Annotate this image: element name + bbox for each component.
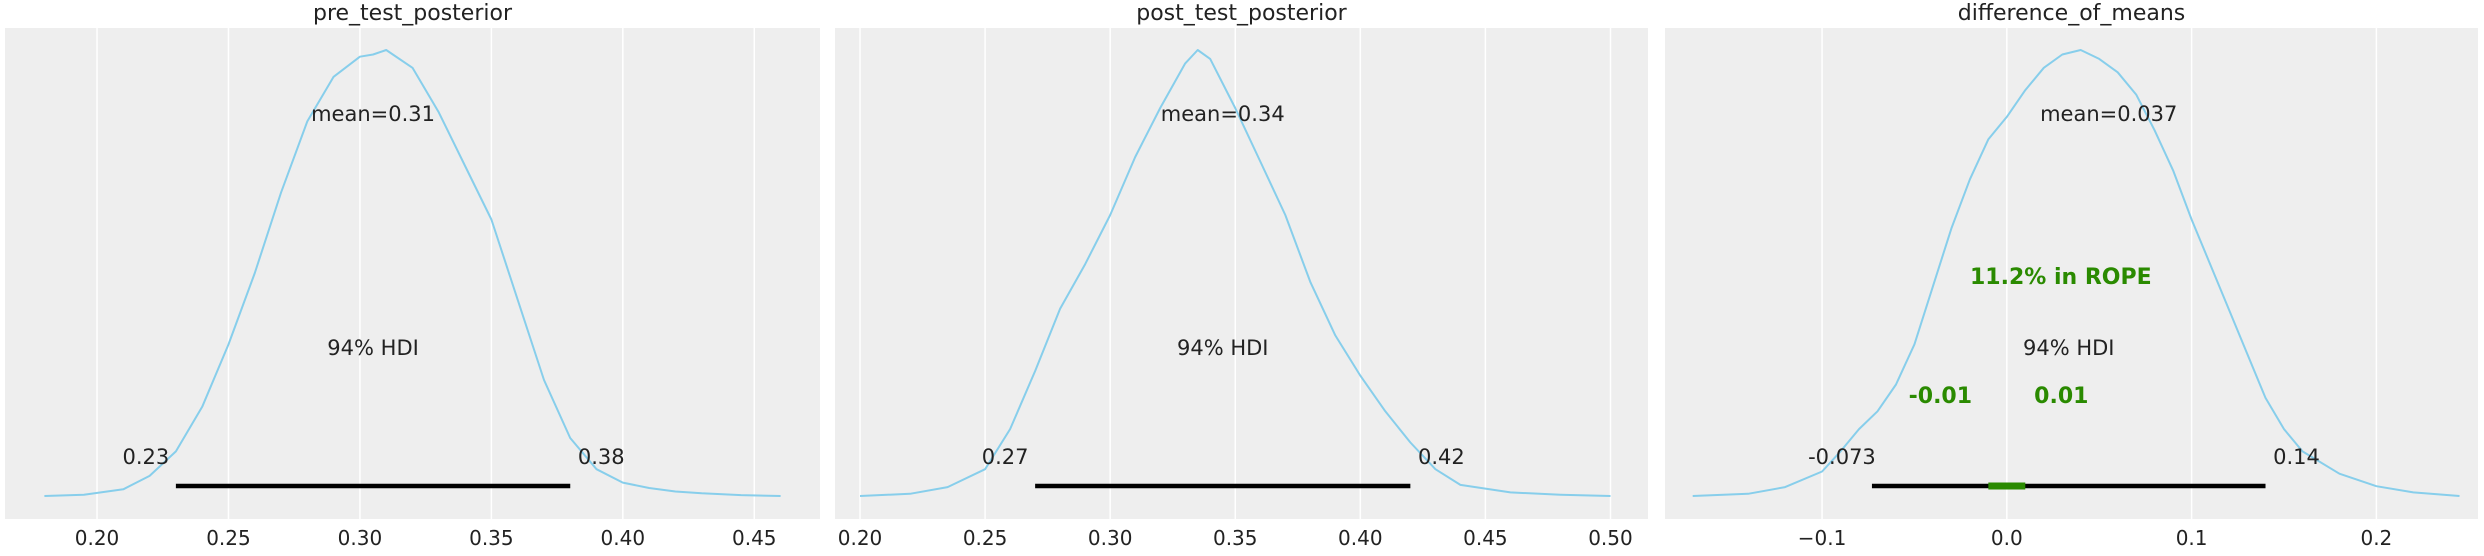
panel-title: post_test_posterior	[1136, 1, 1347, 26]
panel-title: difference_of_means	[1958, 1, 2186, 26]
mean-label: mean=0.31	[311, 102, 435, 126]
plot-area-3	[1665, 28, 2478, 519]
mean-label: mean=0.34	[1161, 102, 1285, 126]
hdi-lower-label: 0.23	[123, 445, 170, 469]
rope-percent-label: 11.2% in ROPE	[1970, 265, 2152, 290]
density-curve	[859, 49, 1611, 497]
x-tick-label: 0.20	[75, 526, 120, 550]
x-tick-label: 0.25	[963, 526, 1008, 550]
x-tick-label: 0.25	[206, 526, 251, 550]
x-tick-label: 0.30	[338, 526, 383, 550]
density-curve	[44, 49, 781, 497]
density-curve	[1692, 49, 2460, 497]
x-tick-label: 0.50	[1588, 526, 1633, 550]
x-tick-label: 0.40	[601, 526, 646, 550]
hdi-lower-label: -0.073	[1808, 445, 1876, 469]
hdi-upper-label: 0.14	[2273, 445, 2320, 469]
x-tick-label: 0.1	[2176, 526, 2208, 550]
hdi-lower-label: 0.27	[982, 445, 1029, 469]
plot-area-1	[5, 28, 820, 519]
x-tick-label: 0.20	[838, 526, 883, 550]
x-tick-label: −0.1	[1798, 526, 1847, 550]
x-tick-label: 0.45	[1463, 526, 1508, 550]
hdi-upper-label: 0.42	[1418, 445, 1465, 469]
x-tick-label: 0.35	[1213, 526, 1258, 550]
x-tick-label: 0.0	[1991, 526, 2023, 550]
plot-area-2	[835, 28, 1648, 519]
panel-title: pre_test_posterior	[313, 1, 513, 26]
x-tick-label: 0.40	[1338, 526, 1383, 550]
hdi-upper-label: 0.38	[578, 445, 625, 469]
mean-label: mean=0.037	[2040, 102, 2177, 126]
hdi-label: 94% HDI	[327, 336, 419, 360]
rope-upper-label: 0.01	[2034, 384, 2088, 409]
hdi-label: 94% HDI	[2023, 336, 2115, 360]
x-tick-label: 0.35	[469, 526, 514, 550]
x-tick-label: 0.45	[732, 526, 777, 550]
x-tick-label: 0.2	[2360, 526, 2392, 550]
rope-lower-label: -0.01	[1909, 384, 1972, 409]
x-tick-label: 0.30	[1088, 526, 1133, 550]
hdi-label: 94% HDI	[1177, 336, 1269, 360]
